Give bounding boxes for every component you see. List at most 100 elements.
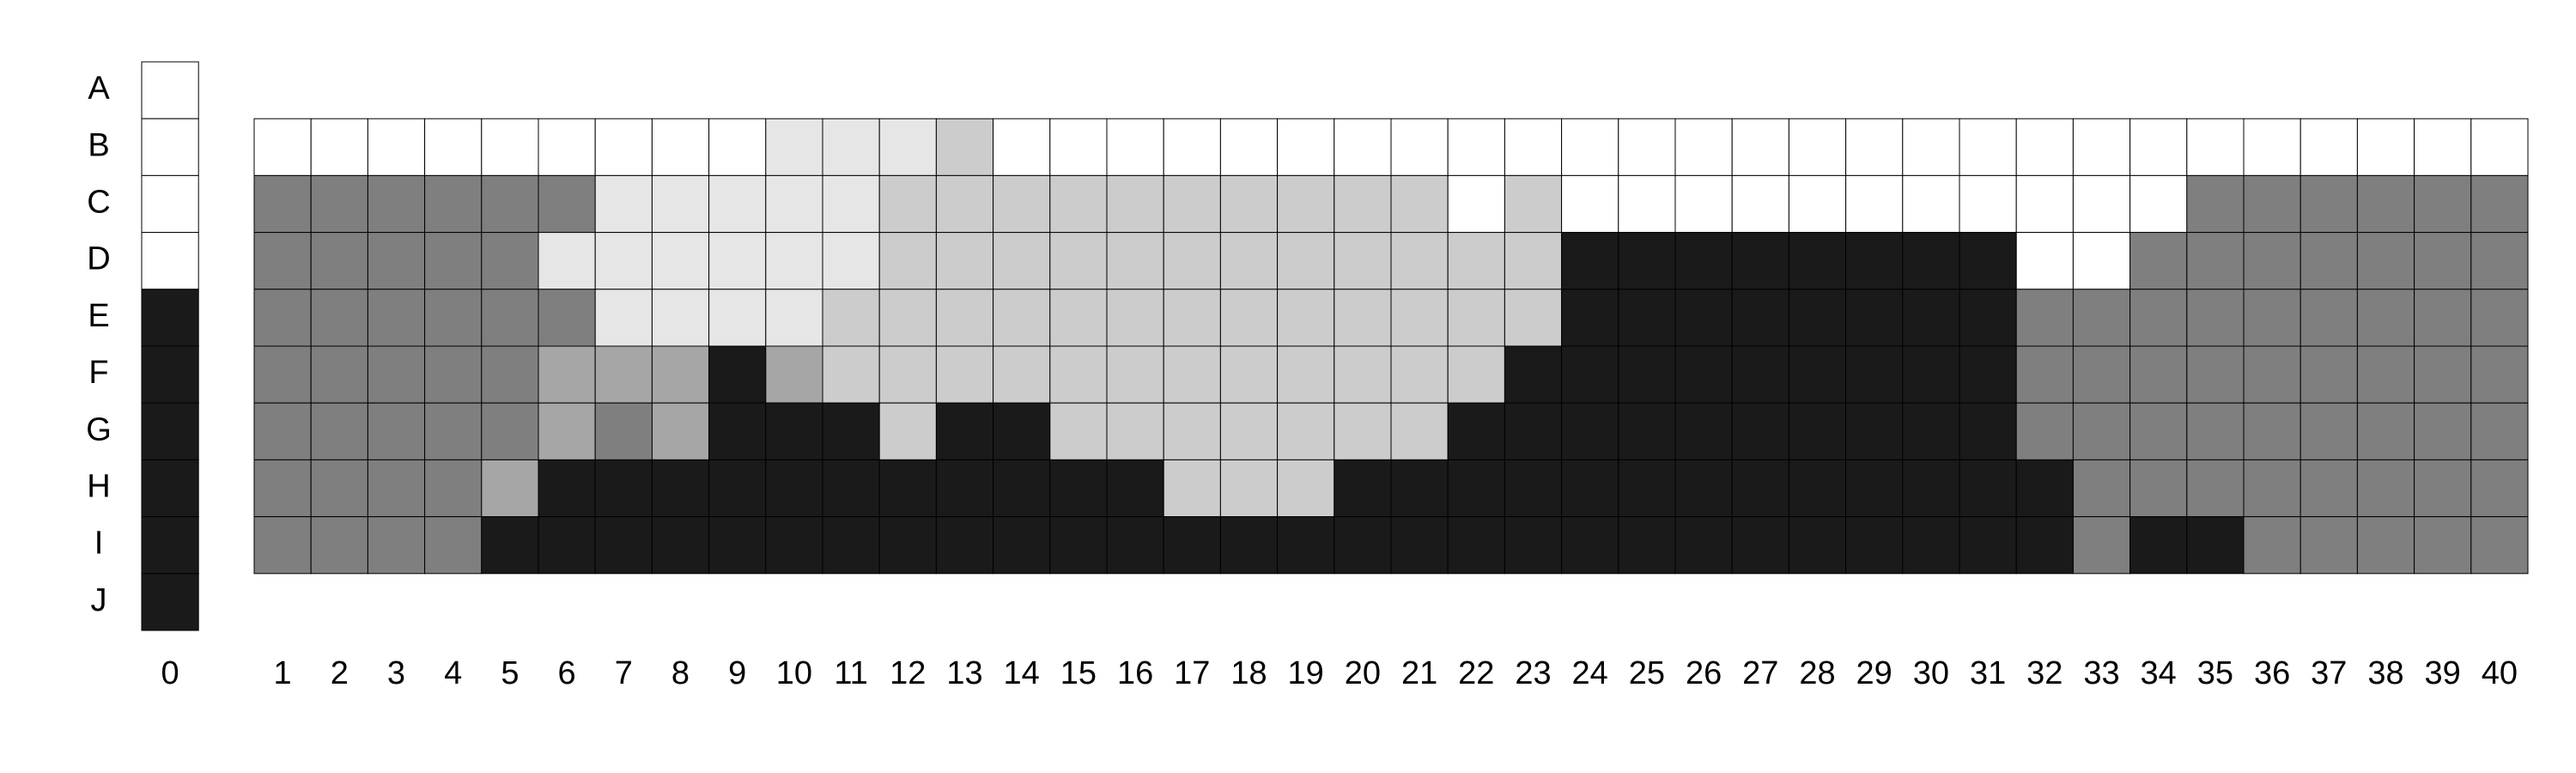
grid-cell-I-10 <box>765 516 823 575</box>
row-label-A: A <box>88 70 110 107</box>
grid-cell-F-7 <box>594 345 653 404</box>
grid-cell-F-27 <box>1731 345 1789 404</box>
grid-cell-E-30 <box>1902 289 1960 347</box>
column-label-17: 17 <box>1174 655 1210 691</box>
grid-cell-F-37 <box>2300 345 2358 404</box>
grid-cell-G-24 <box>1561 402 1619 460</box>
grid-cell-E-6 <box>538 289 596 347</box>
grid-cell-F-30 <box>1902 345 1960 404</box>
grid-cell-H-26 <box>1674 459 1733 518</box>
grid-cell-E-26 <box>1674 289 1733 347</box>
grid-cell-I-12 <box>878 516 937 575</box>
reference-cell-F <box>141 345 199 404</box>
grid-cell-B-20 <box>1334 118 1392 176</box>
grid-cell-G-35 <box>2186 402 2245 460</box>
grid-cell-C-38 <box>2356 174 2415 234</box>
grid-cell-B-27 <box>1731 118 1789 176</box>
grid-cell-G-12 <box>878 402 937 460</box>
grid-cell-E-36 <box>2243 289 2301 347</box>
grid-cell-G-5 <box>481 402 539 460</box>
grid-cell-E-33 <box>2072 289 2131 347</box>
grid-cell-H-1 <box>253 459 312 518</box>
grid-cell-C-13 <box>935 174 994 234</box>
grid-cell-E-4 <box>424 289 483 347</box>
grid-cell-B-24 <box>1561 118 1619 176</box>
grid-cell-H-23 <box>1504 459 1563 518</box>
grid-cell-E-24 <box>1561 289 1619 347</box>
grid-cell-C-7 <box>594 174 653 234</box>
grid-cell-D-27 <box>1731 232 1789 290</box>
grid-cell-D-4 <box>424 232 483 290</box>
grid-cell-H-24 <box>1561 459 1619 518</box>
grid-cell-I-18 <box>1219 516 1279 575</box>
grid-cell-C-20 <box>1334 174 1392 234</box>
grid-cell-C-22 <box>1447 174 1505 234</box>
grid-cell-F-14 <box>993 345 1051 404</box>
grid-cell-D-24 <box>1561 232 1619 290</box>
grid-cell-B-14 <box>993 118 1051 176</box>
row-label-D: D <box>87 241 110 277</box>
grid-cell-G-34 <box>2129 402 2188 460</box>
grid-cell-H-3 <box>367 459 426 518</box>
grid-cell-G-7 <box>594 402 653 460</box>
grid-cell-B-28 <box>1788 118 1847 176</box>
grid-cell-H-13 <box>935 459 994 518</box>
grid-cell-G-27 <box>1731 402 1789 460</box>
grid-cell-B-39 <box>2414 118 2472 176</box>
grid-cell-C-27 <box>1731 174 1789 234</box>
grid-cell-G-8 <box>651 402 710 460</box>
row-label-G: G <box>86 411 112 447</box>
grid-cell-C-23 <box>1504 174 1563 234</box>
column-label-18: 18 <box>1230 655 1267 691</box>
grid-cell-F-38 <box>2356 345 2415 404</box>
grid-cell-B-38 <box>2356 118 2415 176</box>
grid-cell-F-29 <box>1845 345 1904 404</box>
grid-cell-G-21 <box>1390 402 1449 460</box>
grid-cell-I-37 <box>2300 516 2358 575</box>
column-label-21: 21 <box>1401 655 1437 691</box>
grid-cell-E-14 <box>993 289 1051 347</box>
grid-cell-D-39 <box>2414 232 2472 290</box>
grid-cell-H-39 <box>2414 459 2472 518</box>
grid-cell-D-35 <box>2186 232 2245 290</box>
grid-cell-B-36 <box>2243 118 2301 176</box>
grid-cell-D-20 <box>1334 232 1392 290</box>
grid-cell-H-12 <box>878 459 937 518</box>
grid-cell-H-2 <box>310 459 368 518</box>
grid-cell-C-11 <box>822 174 880 234</box>
grid-cell-G-32 <box>2015 402 2074 460</box>
grid-cell-C-25 <box>1618 174 1676 234</box>
grid-cell-E-27 <box>1731 289 1789 347</box>
grid-cell-B-40 <box>2470 118 2529 176</box>
column-label-10: 10 <box>776 655 812 691</box>
column-label-16: 16 <box>1117 655 1153 691</box>
grid-cell-C-9 <box>708 174 767 234</box>
grid-cell-F-24 <box>1561 345 1619 404</box>
grid-cell-I-16 <box>1106 516 1164 575</box>
grid-cell-F-11 <box>822 345 880 404</box>
grid-cell-H-30 <box>1902 459 1960 518</box>
grid-cell-D-33 <box>2072 232 2131 290</box>
grid-cell-B-23 <box>1504 118 1563 176</box>
grid-cell-G-37 <box>2300 402 2358 460</box>
grid-cell-B-33 <box>2072 118 2131 176</box>
grid-cell-D-25 <box>1618 232 1676 290</box>
grid-cell-I-6 <box>538 516 596 575</box>
grid-cell-F-4 <box>424 345 483 404</box>
grid-cell-D-40 <box>2470 232 2529 290</box>
grid-cell-B-11 <box>822 118 880 176</box>
grid-cell-I-5 <box>481 516 539 575</box>
grid-cell-D-28 <box>1788 232 1847 290</box>
grid-cell-B-19 <box>1277 118 1335 176</box>
grid-cell-H-33 <box>2072 459 2131 518</box>
grid-cell-B-17 <box>1163 118 1221 176</box>
grid-cell-I-38 <box>2356 516 2415 575</box>
grid-cell-H-7 <box>594 459 653 518</box>
grid-cell-C-30 <box>1902 174 1960 234</box>
grid-cell-B-31 <box>1959 118 2017 176</box>
grid-cell-E-38 <box>2356 289 2415 347</box>
grid-cell-E-7 <box>594 289 653 347</box>
reference-cell-G <box>141 402 199 460</box>
grid-cell-H-6 <box>538 459 596 518</box>
